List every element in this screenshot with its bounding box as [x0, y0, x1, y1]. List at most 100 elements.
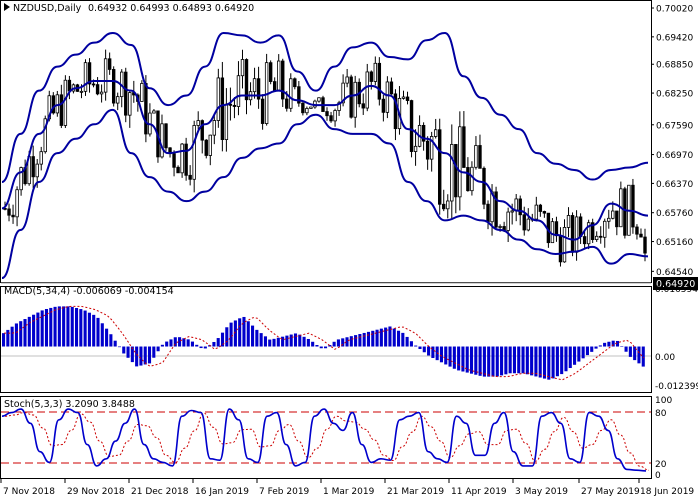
macd-bar: [298, 334, 302, 347]
macd-bar: [165, 341, 169, 347]
candle: [615, 210, 619, 236]
macd-bar: [491, 346, 495, 377]
macd-bar: [542, 346, 547, 379]
candle: [272, 77, 277, 91]
macd-signal-line: [4, 305, 645, 381]
macd-bar: [152, 346, 156, 358]
price-tick-label: 0.68250: [656, 90, 693, 100]
macd-bar: [384, 327, 388, 347]
candle: [236, 61, 241, 116]
bollinger-middle-band: [1, 80, 649, 241]
macd-bar: [233, 320, 237, 347]
candle: [373, 56, 378, 86]
macd-bar: [444, 346, 448, 365]
candle: [349, 74, 353, 119]
macd-bar: [637, 346, 641, 364]
candle: [39, 146, 43, 171]
candle: [603, 218, 607, 248]
stoch-tick-0: 0: [655, 471, 661, 481]
candle: [635, 224, 639, 240]
macd-bar: [182, 338, 186, 347]
candle: [562, 219, 567, 263]
candle: [244, 58, 249, 115]
macd-bar: [139, 346, 143, 366]
macd-bar: [401, 332, 405, 347]
candle: [482, 166, 486, 210]
candle: [232, 97, 237, 119]
macd-bar: [156, 346, 160, 352]
macd-tick-1: 0.00: [655, 353, 675, 363]
macd-bar: [628, 346, 632, 357]
macd-bar: [414, 345, 418, 347]
macd-bar: [547, 346, 551, 380]
macd-bar: [92, 314, 96, 347]
macd-bar: [336, 339, 340, 347]
macd-bar: [27, 316, 31, 347]
time-tick-label: 29 Nov 2018: [67, 487, 125, 497]
candle: [212, 114, 217, 145]
macd-bar: [487, 346, 491, 377]
candle: [458, 111, 462, 211]
macd-bar: [530, 346, 534, 376]
stoch-tick-80: 80: [655, 409, 667, 419]
macd-bar: [199, 346, 203, 349]
chart-marker-icon: [4, 3, 10, 11]
macd-bar: [315, 345, 319, 347]
macd-bar: [109, 334, 113, 347]
candle: [393, 89, 398, 141]
candle: [192, 120, 196, 193]
candle: [128, 91, 132, 128]
time-tick-label: 18 Jun 2019: [640, 487, 694, 497]
candle: [309, 106, 313, 109]
candle: [623, 186, 627, 239]
macd-bar: [457, 346, 461, 371]
candle: [353, 75, 357, 128]
macd-bar: [478, 346, 482, 376]
candle: [325, 107, 329, 121]
macd-bar: [130, 346, 134, 363]
macd-bar: [66, 306, 70, 347]
macd-panel: [0, 286, 652, 393]
macd-bar: [203, 346, 207, 349]
macd-bar: [581, 346, 585, 359]
macd-bar: [469, 346, 474, 374]
price-tick-label: 0.68850: [656, 61, 693, 71]
macd-bar: [19, 321, 23, 347]
macd-bar: [6, 329, 10, 347]
macd-bar: [289, 334, 293, 347]
candle: [59, 84, 64, 129]
symbol-label: NZDUSD,Daily: [13, 3, 82, 14]
macd-bar: [448, 346, 452, 367]
macd-bar: [427, 346, 431, 356]
macd-bar: [306, 338, 310, 347]
candle: [506, 207, 510, 243]
macd-bar: [590, 346, 594, 352]
time-tick-label: 16 Jan 2019: [195, 487, 249, 497]
candle: [301, 102, 305, 116]
candle: [87, 58, 92, 93]
macd-bar: [285, 335, 289, 347]
macd-bar: [409, 341, 413, 347]
candle: [107, 52, 112, 75]
price-marker: 0.64920: [653, 277, 698, 290]
macd-bar: [568, 346, 572, 369]
candle: [494, 186, 498, 229]
candle: [450, 124, 454, 220]
macd-bar: [521, 346, 525, 374]
candle: [196, 111, 200, 130]
macd-tick-0: 0.016594: [655, 285, 698, 295]
candle: [160, 114, 164, 159]
candle: [305, 106, 309, 116]
macd-bar: [624, 346, 628, 352]
candle: [385, 76, 390, 119]
macd-bar: [405, 336, 409, 347]
macd-bar: [229, 322, 233, 347]
candle: [281, 58, 285, 108]
time-tick-label: 21 Mar 2019: [387, 487, 444, 497]
stoch-panel: [0, 396, 652, 479]
candle: [433, 118, 438, 139]
candle: [111, 66, 116, 107]
macd-bar: [555, 346, 559, 377]
candle: [116, 92, 120, 111]
macd-bar: [366, 331, 371, 347]
